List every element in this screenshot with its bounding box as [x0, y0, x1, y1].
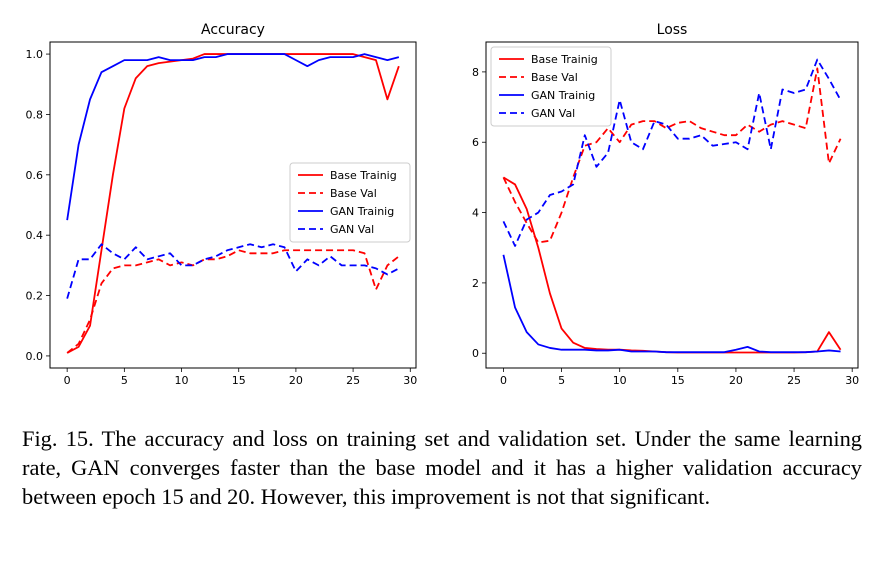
- chart-title: Loss: [657, 22, 688, 38]
- y-tick-label: 0.4: [26, 229, 44, 242]
- x-tick-label: 20: [289, 374, 303, 387]
- x-tick-label: 10: [613, 374, 627, 387]
- legend-label: Base Trainig: [531, 53, 598, 66]
- plot-frame: [485, 41, 859, 369]
- legend-label: GAN Val: [330, 223, 374, 236]
- legend: Base Trainig Base Val GAN Trainig GAN Val: [490, 46, 612, 127]
- series-line-gan-trainig: [502, 254, 841, 354]
- series-line-base-trainig: [502, 176, 842, 354]
- x-tick-label: 15: [232, 374, 246, 387]
- plot-frame: [49, 41, 417, 369]
- legend-box: [490, 46, 612, 127]
- y-tick-label: 1.0: [26, 48, 44, 61]
- chart-title: Accuracy: [201, 22, 265, 38]
- y-tick-label: 8: [472, 66, 479, 79]
- y-tick-label: 0.8: [26, 108, 44, 121]
- x-tick-label: 15: [671, 374, 685, 387]
- series-line-gan-val: [66, 243, 400, 299]
- series-line-base-val: [66, 249, 400, 354]
- legend-label: GAN Trainig: [531, 89, 595, 102]
- x-tick-label: 0: [500, 374, 507, 387]
- x-tick-label: 25: [787, 374, 801, 387]
- x-tick-label: 5: [121, 374, 128, 387]
- x-tick-label: 0: [64, 374, 71, 387]
- legend-box: [289, 162, 411, 243]
- series-line-base-val: [502, 67, 842, 244]
- y-tick-label: 4: [472, 207, 479, 220]
- legend-label: GAN Val: [531, 107, 575, 120]
- figure-caption: Fig. 15. The accuracy and loss on traini…: [22, 426, 862, 509]
- y-tick-label: 2: [472, 277, 479, 290]
- series-line-gan-trainig: [66, 53, 400, 221]
- x-tick-label: 5: [558, 374, 565, 387]
- legend-label: GAN Trainig: [330, 205, 394, 218]
- y-tick-label: 6: [472, 136, 479, 149]
- series-line-gan-val: [502, 58, 842, 247]
- chart-1: Loss 0 5 10 15 20 25 30 0 2 4 6 8 Base Trainig Base Va…: [472, 22, 859, 387]
- y-tick-label: 0: [472, 347, 479, 360]
- legend-label: Base Val: [330, 187, 377, 200]
- y-tick-label: 0.6: [26, 169, 44, 182]
- y-tick-label: 0.2: [26, 290, 44, 303]
- x-tick-label: 25: [346, 374, 360, 387]
- x-tick-label: 10: [175, 374, 189, 387]
- x-tick-label: 30: [845, 374, 859, 387]
- chart-0: Accuracy 0 5 10 15 20 25 30 0.0 0.2 0.4 0.6 0.8 1.0 Ba…: [26, 22, 418, 387]
- y-tick-label: 0.0: [26, 350, 44, 363]
- x-tick-label: 30: [403, 374, 417, 387]
- x-tick-label: 20: [729, 374, 743, 387]
- legend-label: Base Val: [531, 71, 578, 84]
- legend-label: Base Trainig: [330, 169, 397, 182]
- legend: Base Trainig Base Val GAN Trainig GAN Val: [289, 162, 411, 243]
